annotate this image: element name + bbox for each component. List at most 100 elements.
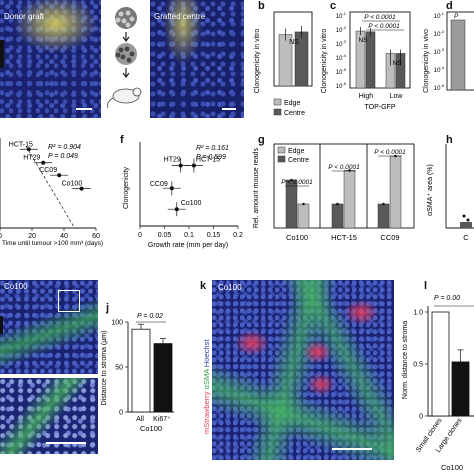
- chart-g-point: [336, 202, 339, 206]
- chart-e-xtick-label: 20: [28, 233, 36, 240]
- svg-text:10-3: 10-3: [336, 39, 347, 48]
- organoid-icon: [115, 7, 137, 29]
- chart-g-xtick-hct15: HCT-15: [331, 233, 357, 242]
- svg-text:10-5: 10-5: [336, 67, 347, 76]
- donor-graft-label: Donor graft: [4, 12, 45, 21]
- chart-c-annotation-1: P < 0.0001: [364, 14, 396, 21]
- legend-swatch-edge: [277, 146, 286, 154]
- chart-l-ylabel: Norm. distance to stroma: [402, 321, 409, 399]
- chart-g-xtick-cc09: CC09: [380, 233, 399, 242]
- chart-g-xtick-co100: Co100: [286, 233, 308, 242]
- chart-c-xtick-high: High: [359, 93, 374, 100]
- panel-letter-h: h: [446, 134, 453, 146]
- chart-c-yticks: 10-1 10-2 10-3 10-4 10-5 10-6: [336, 11, 347, 90]
- chart-j-xlabel: Co100: [140, 424, 162, 433]
- chart-l-ytick-label: 0.5: [413, 362, 423, 369]
- chart-e-xtick-label: 0: [0, 233, 2, 240]
- svg-text:10-1: 10-1: [434, 11, 445, 20]
- chart-c-annotation-4: NS: [392, 60, 402, 67]
- chart-j-ytick-label: 100: [111, 320, 123, 327]
- chart-e-xlabel: Time until tumour >100 mm³ (days): [2, 240, 103, 247]
- mouse-icon: [107, 87, 142, 109]
- chart-e-fit-line: [25, 145, 75, 228]
- chart-f: Clonogenicity R² = 0.161 P = 0.599 HT29 H…: [123, 142, 243, 249]
- chart-f-point-hct-15: [191, 163, 196, 168]
- scale-bar: [332, 448, 372, 450]
- panel-letter-j: j: [106, 302, 110, 314]
- stain-mstrawberry-label: mStrawberry: [202, 391, 211, 434]
- chart-d-bar: [450, 19, 466, 91]
- chart-h-bar: [460, 222, 472, 228]
- panel-letter-k: k: [200, 280, 207, 292]
- chart-d-ylabel: Clonogenicity in vivo: [423, 29, 430, 93]
- svg-text:10-4: 10-4: [336, 53, 347, 62]
- grafted-centre-image: Grafted centre: [150, 0, 244, 118]
- chart-c-xtick-low: Low: [390, 93, 404, 100]
- chart-f-xlabel: Growth rate (mm per day): [148, 242, 228, 249]
- chart-g-bar-cc09-centre: [377, 203, 390, 229]
- chart-f-p: P = 0.599: [196, 154, 226, 161]
- chart-e-point-co100: [79, 186, 84, 191]
- chart-g-bar-cc09-edge: [389, 155, 402, 229]
- chart-g-point: [290, 178, 293, 182]
- chart-b-ylabel: Clonogenicity in vitro: [254, 29, 261, 94]
- chart-e-point-label: Co100: [62, 181, 83, 188]
- chart-j-xtick-all: All: [136, 416, 144, 423]
- svg-text:10-6: 10-6: [336, 81, 347, 90]
- chart-f-xtick-label: 0.2: [233, 232, 243, 239]
- chart-c-annotation-2: P < 0.0001: [368, 23, 400, 30]
- panel-letter-g: g: [258, 134, 265, 146]
- chart-l-bar-0: [431, 311, 450, 417]
- chart-e-xtick-label: 60: [92, 233, 100, 240]
- chart-g-annotation-3: P < 0.0001: [374, 149, 406, 156]
- chart-f-point-label: HT29: [164, 157, 181, 164]
- chart-e: R² = 0.904 P = 0.049 HCT-15 HT29 CC09 Co100…: [0, 138, 103, 247]
- chart-b: Clonogenicity in vitro NS Edge Centre: [254, 11, 313, 117]
- chart-h: αSMA⁺ area (%) C: [427, 144, 474, 242]
- panel-letter-b: b: [258, 0, 265, 12]
- co100-label: Co100: [4, 282, 28, 291]
- chart-l-annotation: P = 0.00: [434, 295, 460, 302]
- panel-letter-f: f: [120, 134, 124, 146]
- co100-label: Co100: [218, 283, 242, 292]
- arrow-down-icon: [122, 68, 130, 78]
- chart-j: Distance to stroma (µm) P = 0.02 050100 …: [101, 313, 174, 433]
- chart-g-point: [382, 202, 385, 206]
- donor-graft-image: Donor graft: [0, 0, 101, 118]
- chart-c-xlabel: TOP-GFP: [365, 104, 396, 111]
- chart-h-xtick-c: C: [463, 233, 469, 242]
- chart-e-point-label: HT29: [23, 155, 40, 162]
- chart-l-ytick-label: 1.0: [413, 310, 423, 317]
- chart-f-xtick-label: 0.05: [158, 232, 172, 239]
- chart-g-annotation-1: P < 0.0001: [281, 179, 313, 186]
- legend-label-edge: Edge: [288, 148, 304, 155]
- legend-swatch-centre: [273, 108, 282, 116]
- svg-text:10-3: 10-3: [434, 47, 445, 56]
- cell-cluster-icon: [115, 43, 137, 65]
- scale-bar: [76, 108, 92, 110]
- svg-text:10-1: 10-1: [336, 11, 347, 20]
- chart-b-frame: [273, 11, 313, 87]
- left-marker: [0, 40, 4, 68]
- chart-l-bar-1: [451, 361, 470, 417]
- chart-f-point-cc09: [169, 186, 174, 191]
- chart-c-annotation-3: NS: [358, 37, 368, 44]
- chart-j-xtick-ki67: Ki67⁺: [153, 416, 171, 423]
- stain-hoechst-label: Hoechst: [202, 339, 211, 367]
- chart-g-ylabel: Rel. amount mouse reads: [253, 147, 260, 228]
- chart-f-point-label: HCT-15: [196, 157, 220, 164]
- chart-j-ytick-label: 50: [115, 365, 123, 372]
- arrow-down-icon: [122, 32, 130, 42]
- chart-e-point-ht29: [41, 160, 46, 165]
- chart-e-point-cc09: [57, 173, 62, 178]
- chart-g-bar-co100-edge: [297, 203, 310, 229]
- chart-c-frame: [349, 11, 411, 89]
- chart-f-xtick-label: 0: [138, 232, 142, 239]
- chart-j-bar-0: [131, 328, 151, 413]
- chart-f-point-label: Co100: [181, 200, 202, 207]
- chart-g: Rel. amount mouse reads Edge Centre P < …: [253, 143, 415, 242]
- chart-e-p: P = 0.049: [48, 153, 78, 160]
- legend-label-edge: Edge: [284, 100, 300, 107]
- chart-f-point-ht29: [178, 163, 183, 168]
- chart-f-point-label: CC09: [150, 181, 168, 188]
